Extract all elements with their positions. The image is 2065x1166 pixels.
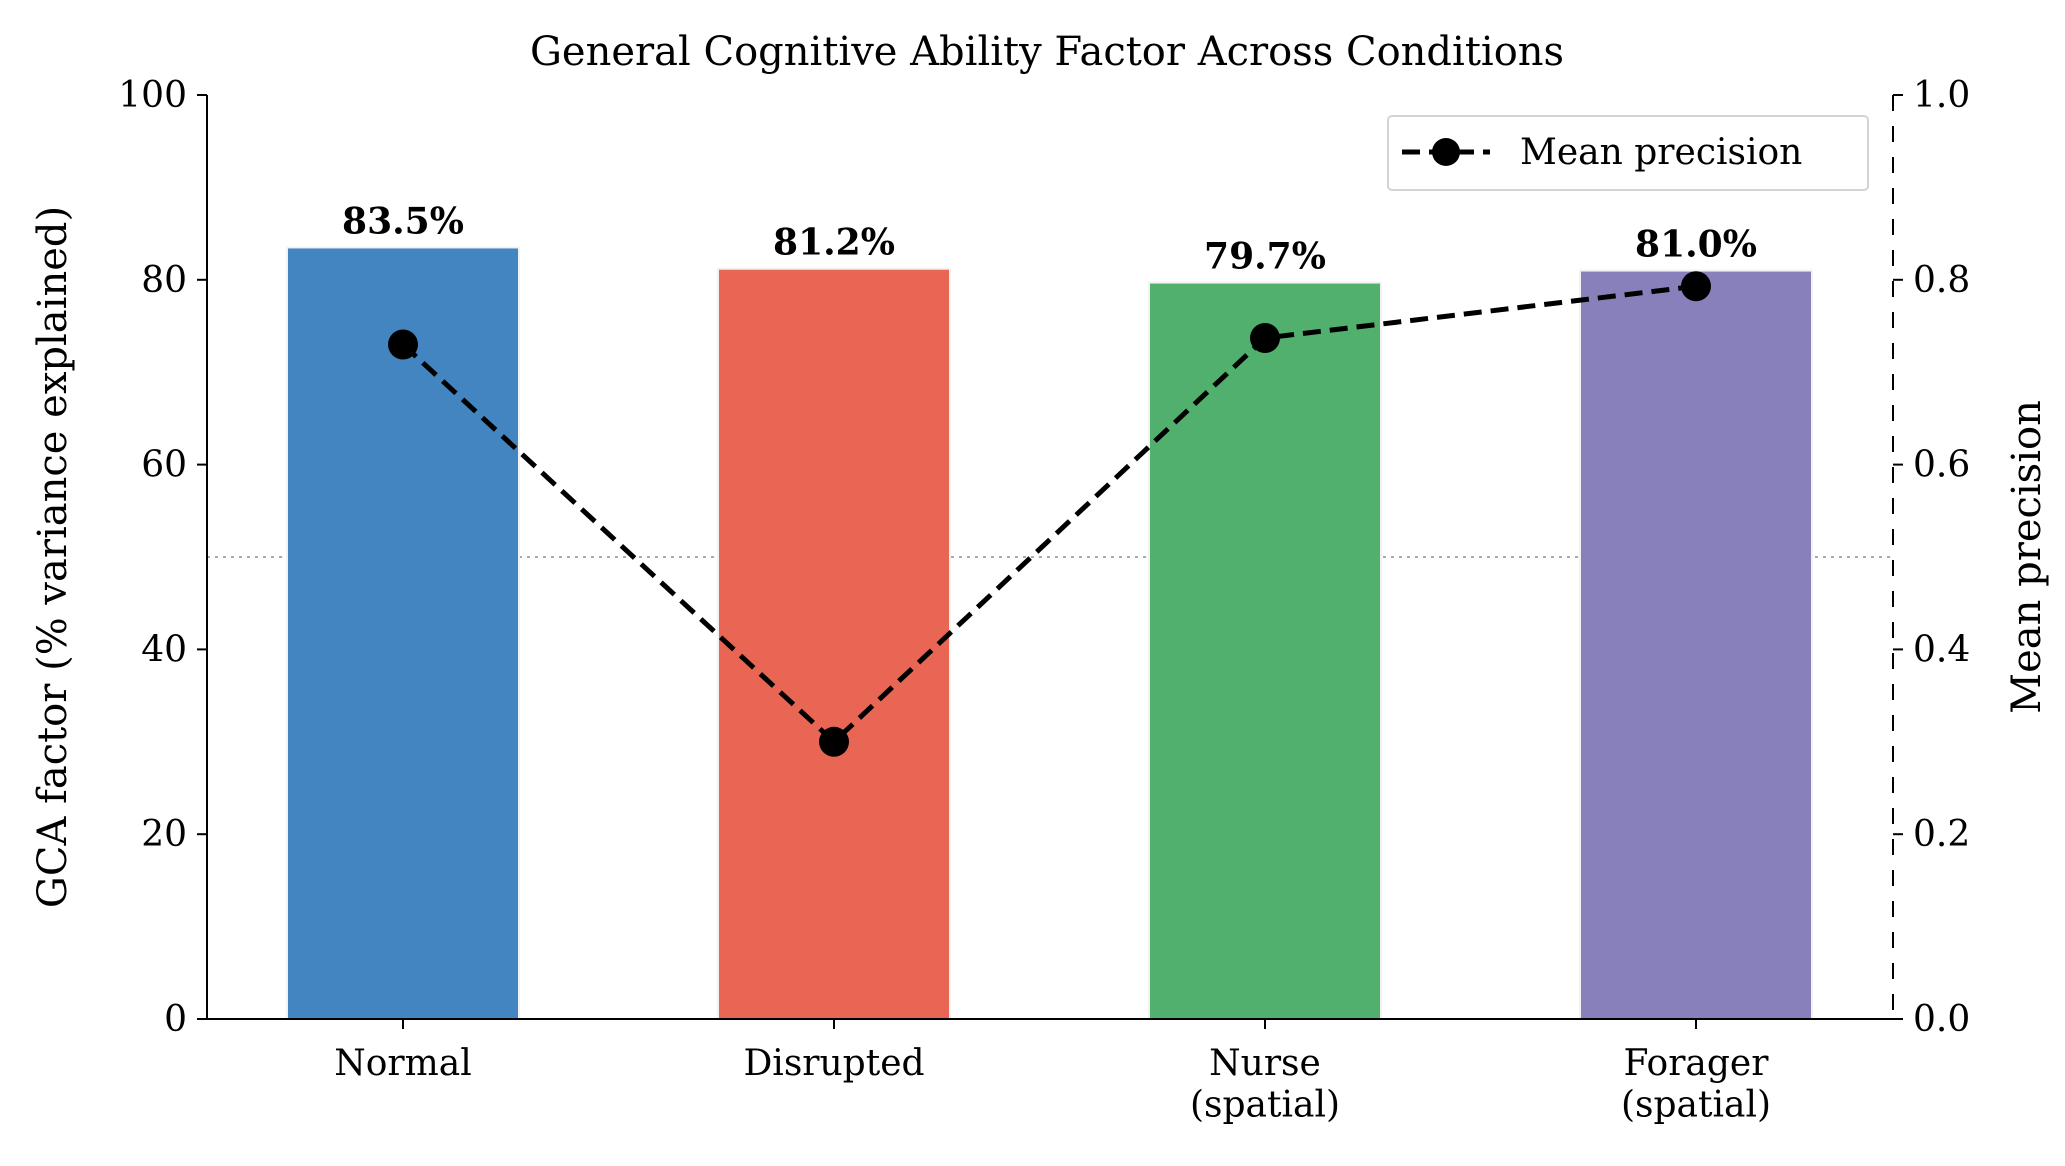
- right-tick-label-1: 0.2: [1913, 814, 1970, 855]
- bar-3: [1579, 269, 1813, 1020]
- left-ticks-group: 0 20 40 60 80 100: [118, 75, 207, 1040]
- x-tick-label-line-3-1: (spatial): [1621, 1084, 1771, 1125]
- precision-point-0: [388, 329, 418, 360]
- left-tick-label-3: 60: [141, 445, 187, 486]
- y-axis-title: GCA factor (% variance explained): [30, 206, 76, 908]
- left-tick-label-5: 100: [118, 75, 187, 116]
- bar-value-label-0: 83.5%: [342, 200, 464, 242]
- x-tick-label-2: Nurse (spatial): [1190, 1043, 1340, 1125]
- x-tick-label-line-2-1: (spatial): [1190, 1084, 1340, 1125]
- right-tick-label-4: 0.8: [1913, 260, 1970, 301]
- legend-marker-swatch: [1432, 138, 1460, 166]
- legend: Mean precision: [1387, 115, 1869, 191]
- bar-0: [286, 246, 520, 1020]
- x-tick-label-line-3-0: Forager: [1624, 1043, 1770, 1084]
- bar-value-label-1: 81.2%: [773, 222, 895, 264]
- bar-value-label-2: 79.7%: [1204, 236, 1326, 278]
- precision-point-3: [1681, 271, 1711, 302]
- right-tick-label-2: 0.4: [1913, 629, 1970, 670]
- y2-axis-title: Mean precision: [2004, 400, 2050, 714]
- left-tick-label-0: 0: [164, 999, 187, 1040]
- bar-1: [717, 267, 951, 1021]
- x-tick-label-0: Normal: [334, 1043, 472, 1084]
- left-tick-label-1: 20: [141, 814, 187, 855]
- x-tick-label-line-2-0: Nurse: [1209, 1043, 1321, 1084]
- right-tick-label-0: 0.0: [1913, 999, 1970, 1040]
- precision-line-group: [388, 271, 1711, 757]
- left-tick-label-4: 80: [141, 260, 187, 301]
- bars-group: [286, 246, 1813, 1021]
- x-tick-label-3: Forager (spatial): [1621, 1043, 1771, 1125]
- legend-entry-mean-precision: Mean precision: [1520, 132, 1802, 173]
- right-ticks-group: 0.0 0.2 0.4 0.6 0.8 1.0: [1893, 75, 1970, 1040]
- precision-point-2: [1250, 323, 1280, 354]
- chart-title: General Cognitive Ability Factor Across …: [530, 29, 1564, 75]
- legend-frame: [1387, 115, 1869, 191]
- left-tick-label-2: 40: [141, 629, 187, 670]
- bar-labels-group: 83.5% 81.2% 79.7% 81.0%: [342, 200, 1757, 277]
- x-tick-label-line-1-0: Disrupted: [743, 1043, 924, 1084]
- x-tick-label-1: Disrupted: [743, 1043, 924, 1084]
- bar-2: [1148, 281, 1382, 1020]
- right-tick-label-5: 1.0: [1913, 75, 1970, 116]
- precision-point-1: [819, 726, 849, 757]
- x-tick-label-line-0-0: Normal: [334, 1043, 472, 1084]
- x-ticks-group: Normal Disrupted Nurse (spatial)Forager (spa…: [334, 1019, 1771, 1125]
- right-tick-label-3: 0.6: [1913, 445, 1970, 486]
- precision-line: [401, 283, 1697, 746]
- bar-value-label-3: 81.0%: [1635, 224, 1757, 266]
